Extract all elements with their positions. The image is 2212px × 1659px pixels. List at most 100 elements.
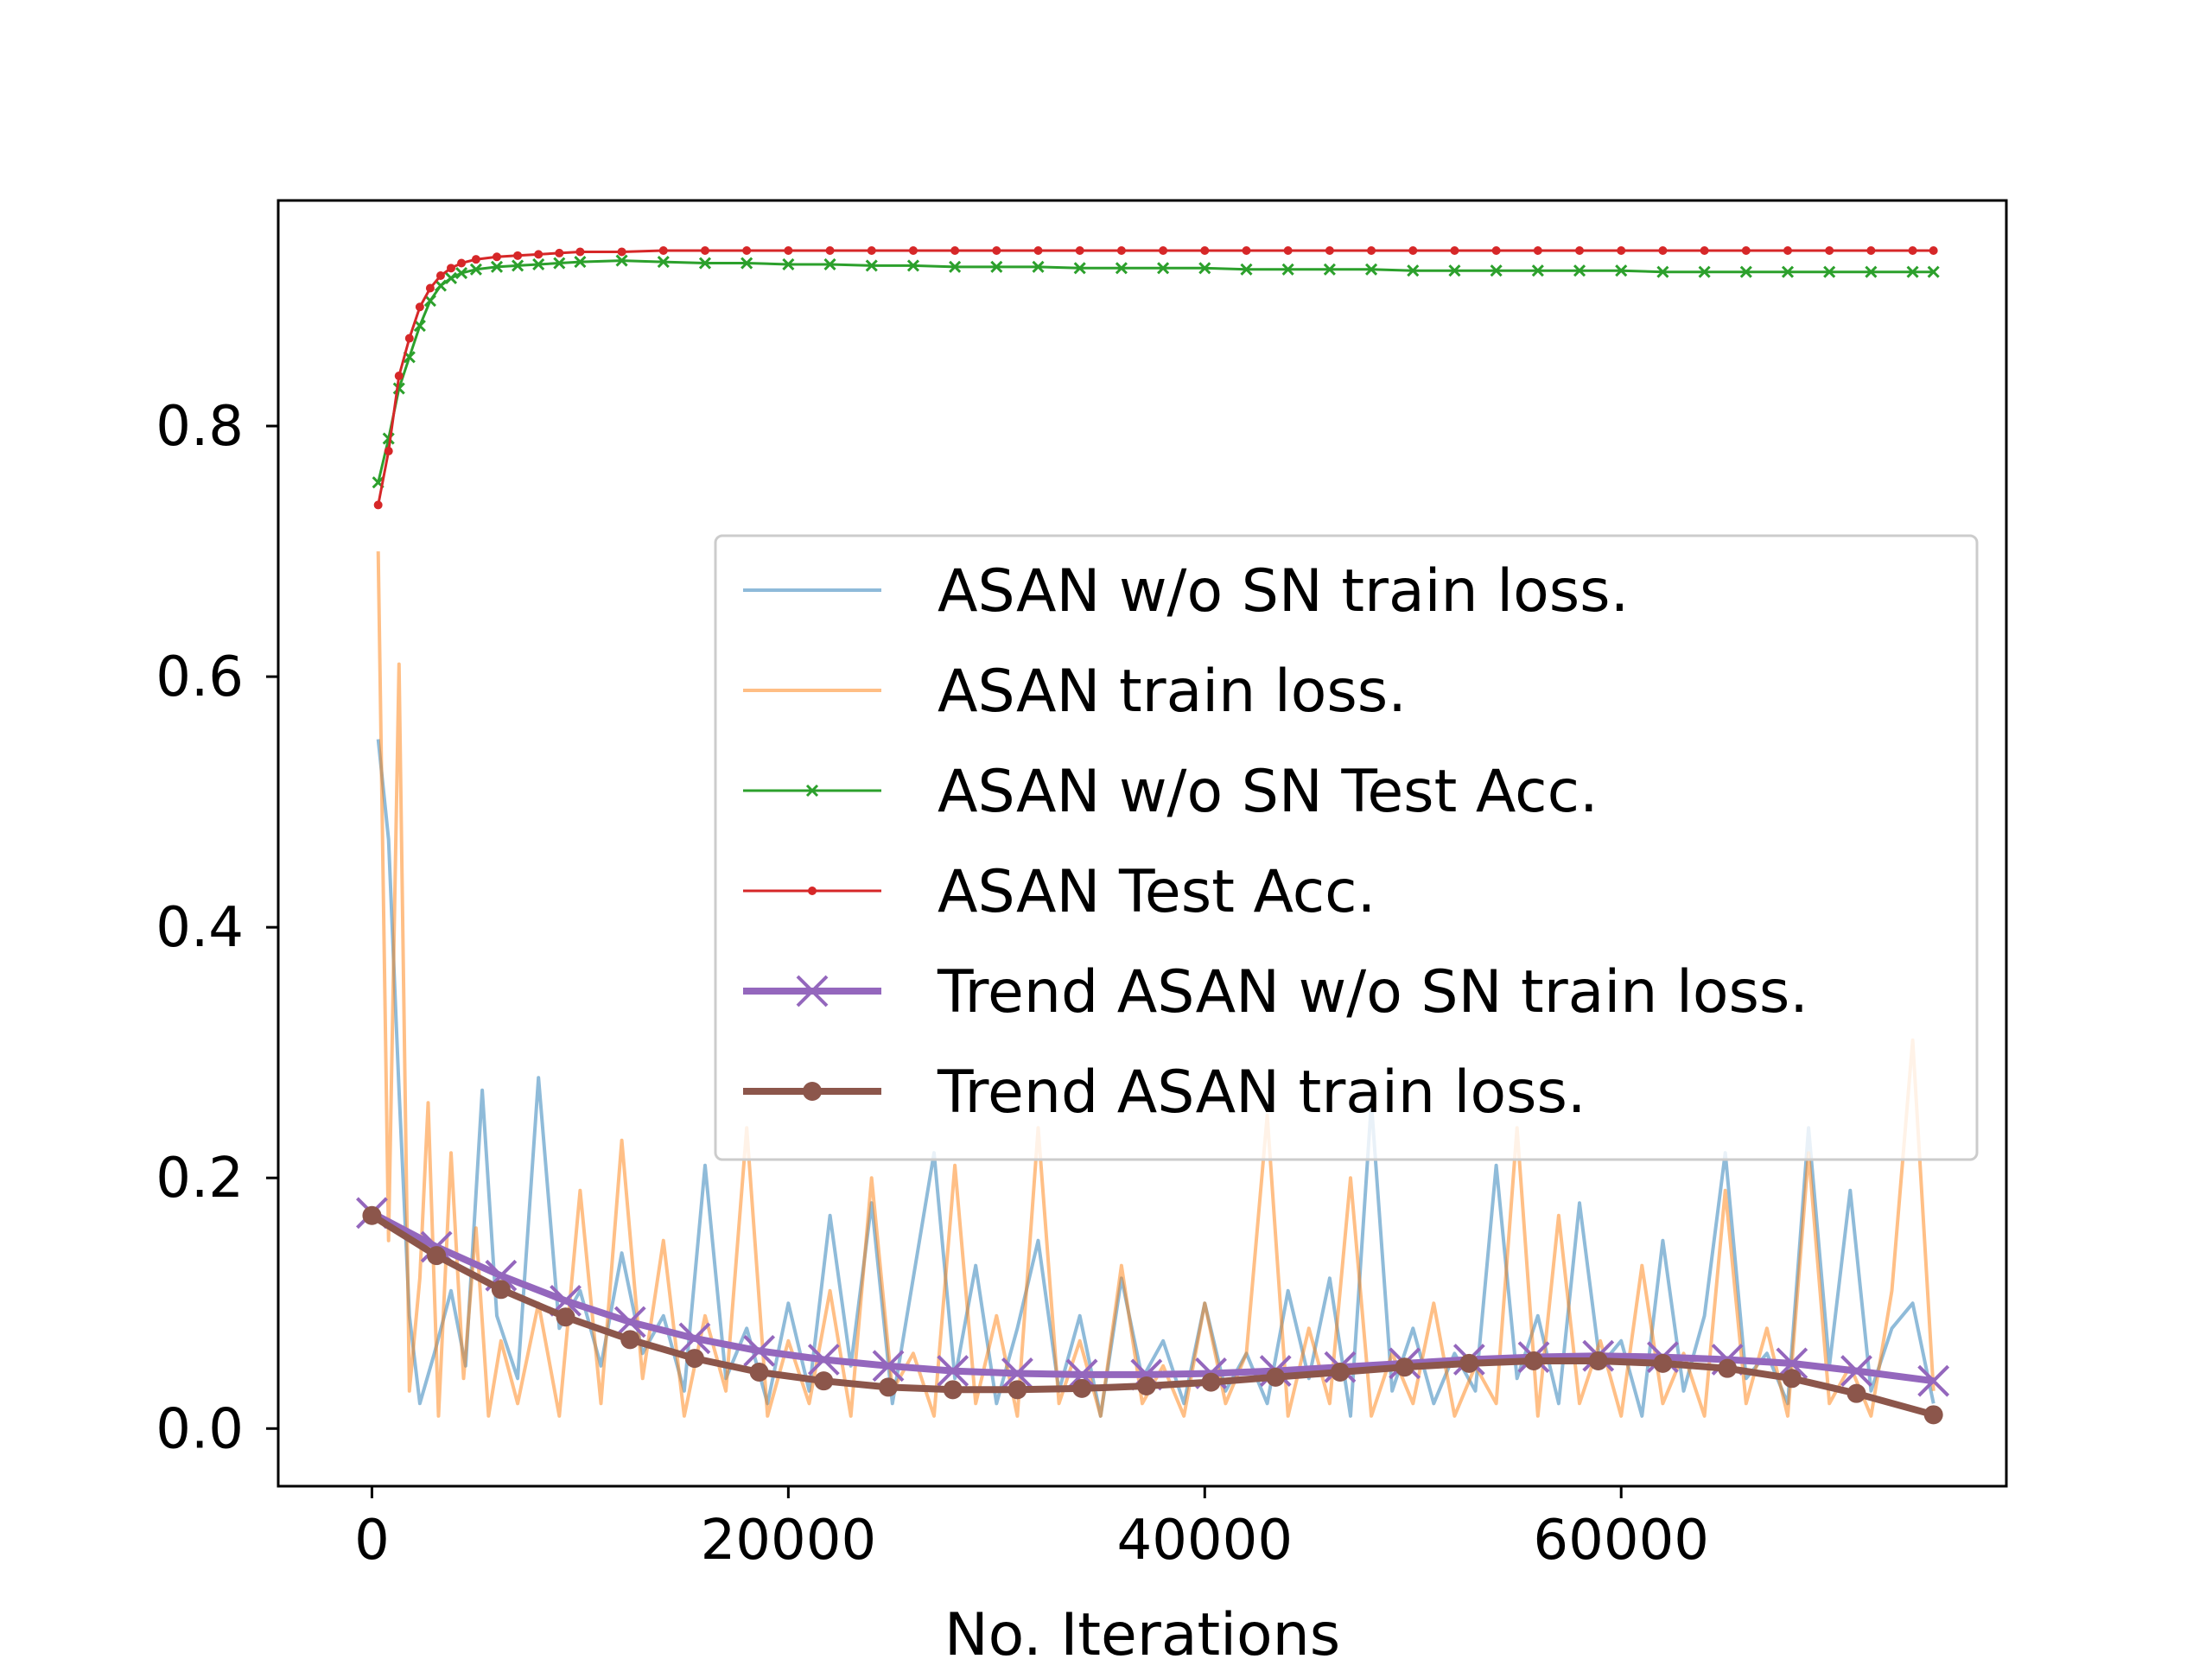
series-line	[376, 739, 1936, 1418]
data-point	[373, 500, 383, 510]
data-point	[782, 257, 795, 271]
data-point	[1658, 246, 1668, 256]
series-3	[373, 246, 1938, 510]
legend: ASAN w/o SN train loss. ASAN train loss. A…	[714, 534, 1979, 1161]
data-point	[743, 1334, 776, 1367]
data-point	[1281, 263, 1294, 276]
data-point	[404, 334, 414, 343]
data-point	[425, 283, 435, 293]
data-point	[1917, 1364, 1950, 1397]
data-point	[1929, 246, 1938, 256]
data-point	[1330, 1363, 1350, 1382]
legend-marker	[796, 975, 829, 1007]
data-point	[1242, 246, 1251, 256]
data-point	[865, 259, 878, 272]
data-point	[1490, 264, 1503, 277]
data-point	[575, 247, 585, 257]
data-point	[1782, 1369, 1802, 1389]
data-point	[814, 1371, 834, 1391]
data-point	[1072, 1378, 1092, 1398]
data-point	[491, 1280, 511, 1300]
legend-item: ASAN Test Acc.	[743, 858, 1376, 926]
data-point	[1325, 246, 1334, 256]
series-layer	[356, 246, 1950, 1425]
data-point	[413, 319, 426, 333]
y-tick-label: 0.4	[156, 896, 244, 960]
data-point	[1450, 246, 1459, 256]
data-point	[471, 255, 480, 264]
data-point	[825, 246, 835, 256]
data-point	[943, 1380, 963, 1400]
data-point	[1157, 262, 1170, 275]
data-point	[908, 246, 918, 256]
data-point	[1201, 1372, 1221, 1392]
data-point	[1367, 246, 1376, 256]
data-point	[574, 256, 587, 269]
data-point	[1865, 265, 1878, 278]
data-point	[1847, 1383, 1866, 1403]
data-point	[1159, 246, 1168, 256]
data-point	[532, 257, 545, 271]
data-point	[493, 252, 502, 262]
legend-item: ASAN w/o SN Test Acc.	[743, 758, 1599, 826]
tick-layer: 0 20000 40000 60000 0.0 0.2 0.4 0.6 0.8	[156, 395, 1709, 1573]
data-point	[1823, 265, 1836, 278]
legend-item: Trend ASAN w/o SN train loss.	[743, 958, 1808, 1027]
legend-label: ASAN train loss.	[938, 658, 1407, 726]
series-line	[377, 259, 1934, 483]
data-point	[992, 246, 1001, 256]
data-point	[620, 1330, 640, 1350]
data-point	[1741, 246, 1751, 256]
data-point	[1533, 246, 1542, 256]
legend-item: ASAN train loss.	[743, 658, 1407, 726]
data-point	[1075, 246, 1084, 256]
data-point	[1200, 246, 1210, 256]
data-point	[784, 246, 793, 256]
data-point	[657, 256, 670, 269]
data-point	[1073, 262, 1086, 275]
data-point	[613, 1306, 646, 1338]
data-point	[555, 248, 564, 257]
data-point	[1491, 246, 1501, 256]
data-point	[1240, 263, 1253, 276]
data-point	[741, 257, 753, 270]
data-point	[1001, 1357, 1033, 1389]
legend-label: Trend ASAN train loss.	[937, 1058, 1586, 1127]
data-point	[457, 258, 467, 268]
data-point	[1408, 246, 1418, 256]
data-point	[1781, 265, 1795, 278]
legend-label: ASAN w/o SN train loss.	[938, 557, 1629, 626]
series-2	[372, 254, 1940, 489]
data-point	[1033, 246, 1043, 256]
data-point	[879, 1377, 899, 1397]
data-point	[615, 254, 628, 267]
data-point	[1776, 1347, 1808, 1380]
x-tick-label: 20000	[701, 1509, 877, 1573]
y-tick-label: 0.0	[156, 1397, 244, 1461]
y-tick-label: 0.2	[156, 1147, 244, 1211]
data-point	[1198, 262, 1211, 275]
legend-label: Trend ASAN w/o SN train loss.	[937, 958, 1808, 1027]
data-point	[1718, 1358, 1738, 1378]
data-point	[423, 294, 436, 308]
data-point	[617, 247, 626, 257]
data-point	[990, 260, 1003, 273]
legend-marker	[805, 784, 819, 798]
data-point	[1908, 246, 1917, 256]
data-point	[1700, 246, 1709, 256]
data-point	[1698, 265, 1711, 278]
data-point	[1588, 1351, 1608, 1370]
data-point	[1825, 246, 1834, 256]
legend-item: Trend ASAN train loss.	[743, 1058, 1586, 1127]
data-point	[1065, 1358, 1098, 1391]
data-point	[1617, 246, 1626, 256]
data-point	[1136, 1376, 1156, 1395]
y-tick-label: 0.6	[156, 645, 244, 709]
data-point	[1531, 264, 1544, 277]
data-point	[937, 1355, 969, 1387]
data-point	[678, 1322, 711, 1355]
x-tick-label: 60000	[1533, 1509, 1709, 1573]
data-point	[1283, 246, 1293, 256]
legend-marker	[803, 1082, 822, 1101]
